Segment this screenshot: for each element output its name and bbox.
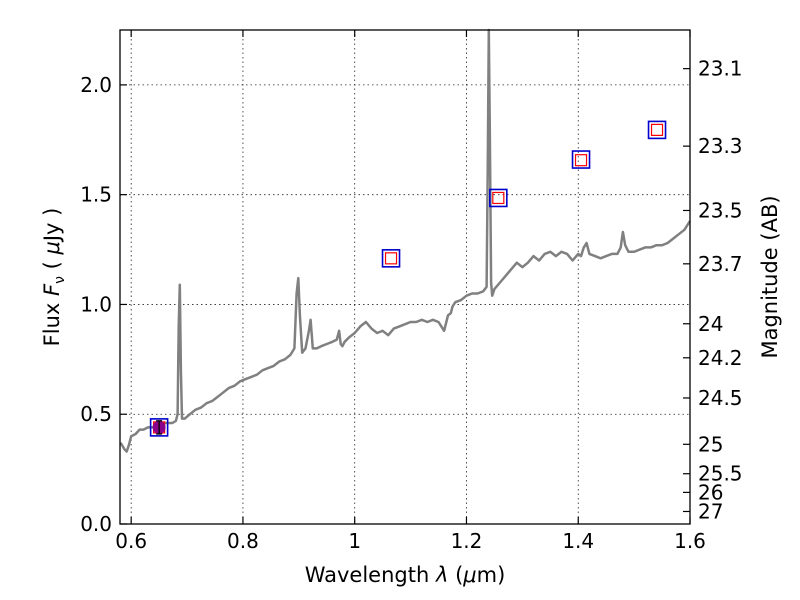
axis-labels: 0.6 0.8 1 1.2 1.4 1.6 0.0 0.5 1.0 1.5 2.0 23.1 23.3 2… — [80, 57, 742, 553]
y-tick-label: 0.5 — [80, 402, 112, 426]
x-axis-title: Wavelength λ (μm) — [305, 563, 506, 587]
observed-photometry-marker — [647, 120, 667, 140]
magnitude-tick-label: 26 — [698, 480, 723, 504]
plot-frame — [119, 29, 691, 525]
y-tick-label: 1.5 — [80, 183, 112, 207]
model-photometry-marker — [492, 191, 505, 205]
grid — [120, 30, 690, 524]
magnitude-tick-label: 27 — [698, 499, 723, 523]
x-tick-label: 0.6 — [115, 529, 147, 553]
observed-photometry-marker — [571, 150, 591, 169]
y-axis-title: Flux Fν ( μJy ) — [40, 208, 68, 347]
magnitude-tick-label: 24.5 — [698, 386, 743, 410]
x-tick-label: 1.6 — [674, 529, 706, 553]
x-tick-label: 1.4 — [562, 529, 594, 553]
x-tick-label: 1 — [348, 529, 361, 553]
magnitude-tick-label: 23.7 — [698, 252, 743, 276]
observed-photometry-marker — [381, 249, 401, 268]
x-tick-label: 0.8 — [227, 529, 259, 553]
y-tick-label: 2.0 — [80, 73, 112, 97]
magnitude-tick-label: 25 — [698, 432, 723, 456]
magnitude-tick-label: 24 — [698, 312, 723, 336]
x-tick-label: 1.2 — [451, 529, 483, 553]
model-photometry-marker — [574, 154, 588, 167]
y-tick-label: 1.0 — [80, 292, 112, 316]
right-axis-title: Magnitude (AB) — [758, 195, 782, 358]
spectrum-line — [119, 28, 692, 453]
magnitude-tick-label: 23.1 — [698, 57, 743, 81]
magnitude-tick-label: 23.3 — [698, 134, 743, 158]
series — [119, 28, 692, 453]
observed-photometry-marker — [489, 188, 508, 208]
model-photometry-marker — [384, 252, 398, 265]
magnitude-tick-label: 23.5 — [698, 198, 743, 222]
axes-frame — [119, 29, 691, 525]
observed-photometry-marker — [149, 418, 169, 437]
model-photometry-marker — [650, 123, 664, 136]
magnitude-tick-label: 24.2 — [698, 346, 743, 370]
y-tick-label: 0.0 — [80, 512, 112, 536]
magnitude-tick-label: 25.5 — [698, 462, 743, 486]
